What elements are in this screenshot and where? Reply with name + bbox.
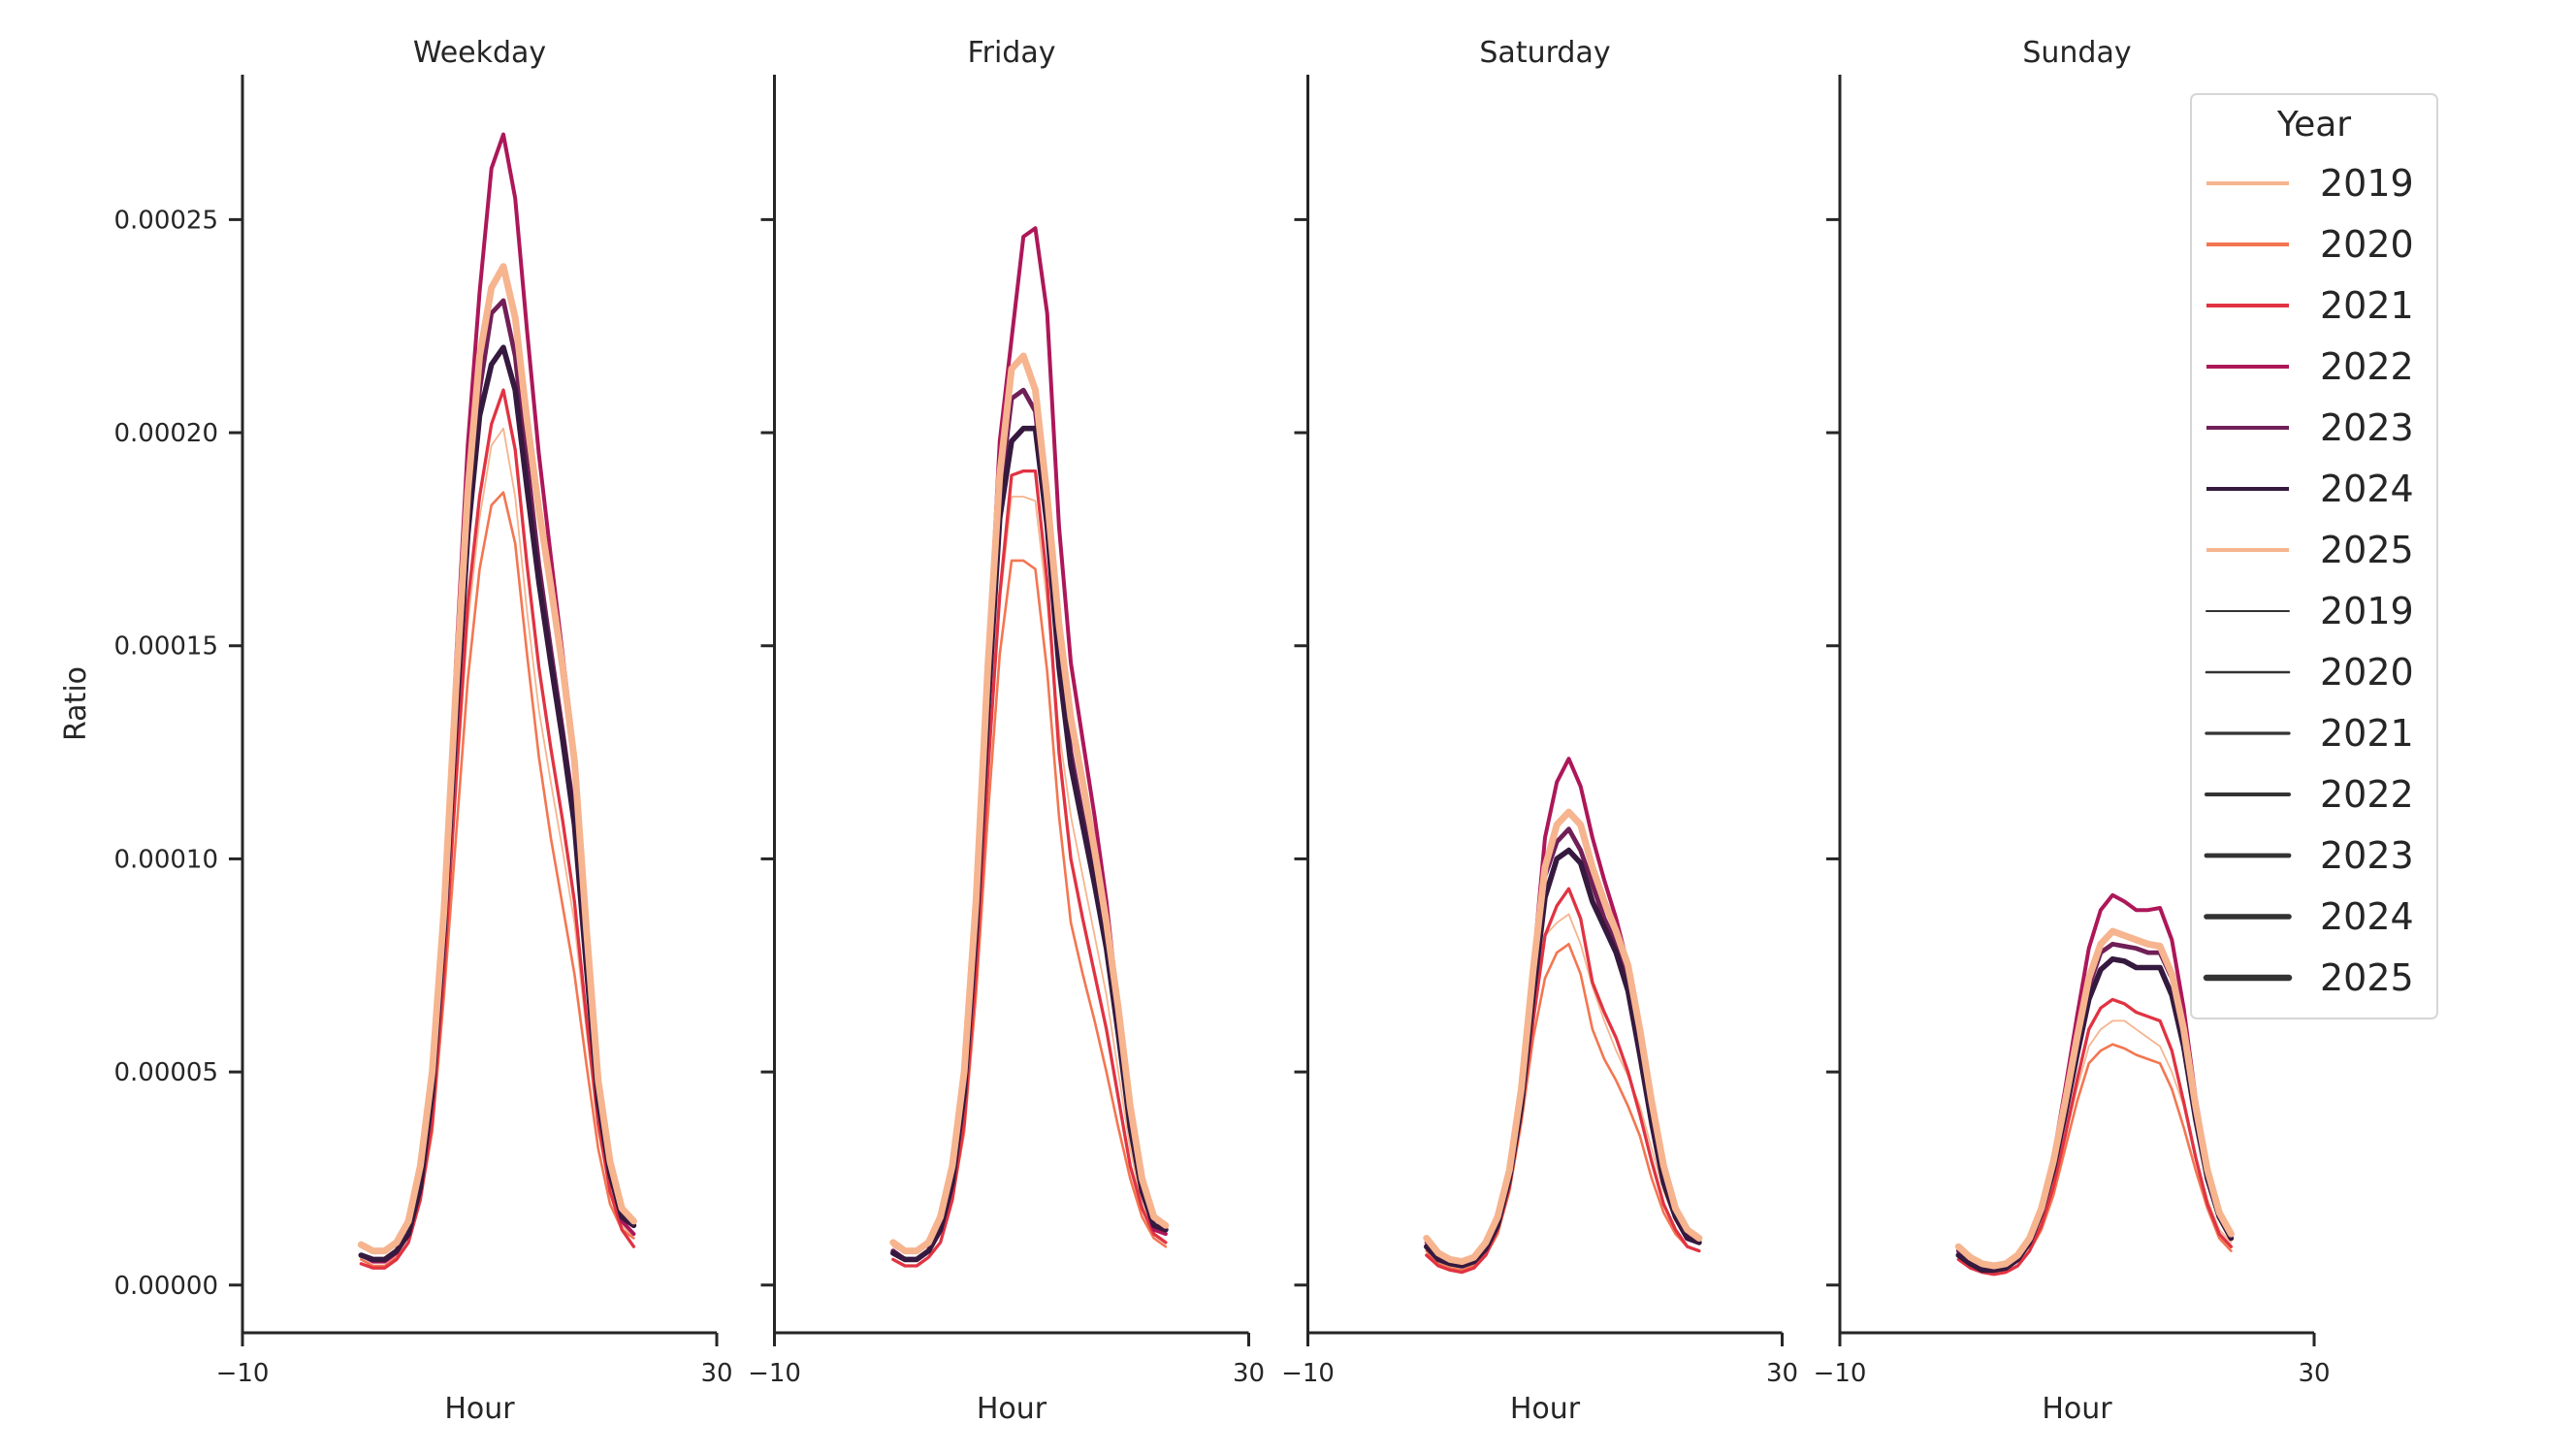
y-axis-label: Ratio	[59, 666, 93, 741]
legend-label: 2024	[2320, 895, 2414, 938]
panel-title: Friday	[968, 36, 1056, 70]
legend-label: 2021	[2320, 284, 2414, 327]
panel-sunday: Sunday −10 30 Hour	[1814, 36, 2331, 1426]
series-line-2020	[891, 559, 1168, 1268]
legend: Year 2019 2020 2021 2022 2023 2024 2025 2019 2020…	[2190, 93, 2438, 1019]
series-line-2025	[1954, 927, 2235, 1270]
legend-box	[2190, 93, 2438, 1019]
series-line-2020	[1425, 943, 1701, 1272]
series-line-2019	[1425, 913, 1700, 1265]
series-line-2019	[360, 427, 635, 1254]
series-line-2021	[359, 388, 636, 1270]
x-tick-label: −10	[1814, 1359, 1867, 1388]
legend-label: 2023	[2320, 406, 2414, 449]
legend-label: 2023	[2320, 834, 2414, 877]
legend-label: 2021	[2320, 712, 2414, 755]
x-tick-label: 30	[1233, 1359, 1265, 1388]
x-tick-label: 30	[700, 1359, 732, 1388]
y-tick-label: 0.00010	[113, 845, 218, 874]
legend-label: 2022	[2320, 773, 2414, 816]
series-line-2024	[358, 344, 637, 1263]
series-line-2021	[891, 469, 1168, 1268]
x-tick-label: −10	[748, 1359, 801, 1388]
series-line-2020	[360, 491, 635, 1268]
y-tick-label: 0.00000	[113, 1272, 218, 1301]
series-line-2025	[357, 263, 637, 1255]
series-line-2021	[1425, 887, 1701, 1275]
legend-label: 2025	[2320, 529, 2414, 571]
series-line-2021	[1956, 997, 2234, 1277]
legend-label: 2022	[2320, 345, 2414, 388]
panel-friday: Friday −10 30 Hour	[748, 36, 1265, 1426]
legend-label: 2020	[2320, 223, 2414, 266]
legend-label: 2019	[2320, 590, 2414, 632]
y-tick-label: 0.00015	[113, 632, 218, 662]
panel-weekday: Weekday 0.00000 0.00005 0.00010 0.00015 0.000…	[113, 36, 732, 1426]
panel-title: Weekday	[413, 36, 546, 70]
x-tick-label: −10	[1281, 1359, 1335, 1388]
legend-label: 2024	[2320, 468, 2414, 510]
x-tick-label: −10	[216, 1359, 270, 1388]
legend-title: Year	[2276, 105, 2351, 145]
y-tick-label: 0.00005	[113, 1058, 218, 1087]
legend-label: 2020	[2320, 651, 2414, 694]
series-line-2025	[1423, 808, 1703, 1266]
panel-saturday: Saturday −10 30 Hour	[1281, 36, 1798, 1426]
x-axis-label: Hour	[977, 1392, 1047, 1426]
legend-label: 2019	[2320, 162, 2414, 205]
x-axis-label: Hour	[2042, 1392, 2112, 1426]
x-axis-label: Hour	[1510, 1392, 1581, 1426]
panel-title: Saturday	[1479, 36, 1610, 70]
series-line-2024	[1424, 847, 1702, 1269]
x-tick-label: 30	[1766, 1359, 1798, 1388]
x-axis-label: Hour	[444, 1392, 515, 1426]
x-tick-label: 30	[2298, 1359, 2330, 1388]
series-line-2025	[889, 352, 1170, 1255]
y-tick-label: 0.00025	[113, 206, 218, 235]
y-tick-label: 0.00020	[113, 419, 218, 448]
panel-title: Sunday	[2022, 36, 2131, 70]
legend-label: 2025	[2320, 956, 2414, 999]
